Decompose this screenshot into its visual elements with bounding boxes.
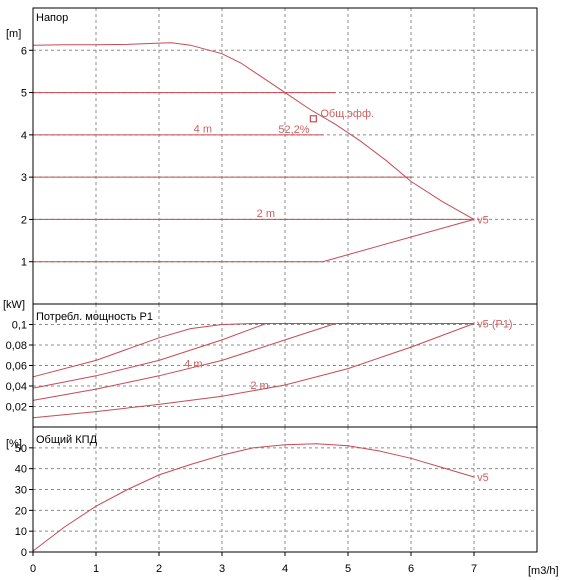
y-tick-label: 40 bbox=[15, 464, 27, 476]
series-line bbox=[32, 42, 475, 220]
operating-point-name: Общ.эфф. bbox=[320, 108, 374, 120]
curve-label: 4 m bbox=[194, 124, 212, 136]
ticks-layer: 1 2 3 4 5 6 0,02 0,04 0,06 0,08 0,1 0 10 20 30 40 50 0 1 2 3… bbox=[6, 45, 477, 575]
curve-label: 2 m bbox=[250, 380, 268, 392]
x-tick-label: 6 bbox=[408, 563, 414, 575]
y-tick-label: 4 bbox=[21, 130, 27, 142]
y-tick-label: 20 bbox=[15, 505, 27, 517]
series-line bbox=[33, 218, 475, 263]
power-panel-title: Потребл. мощность P1 bbox=[36, 311, 153, 323]
head-panel-title: Напор bbox=[36, 12, 68, 24]
x-tick-label: 7 bbox=[471, 563, 477, 575]
y-tick-label: 3 bbox=[21, 172, 27, 184]
operating-point-marker bbox=[309, 115, 317, 123]
y-tick-label: 2 bbox=[21, 214, 27, 226]
y-tick-label: 6 bbox=[21, 45, 27, 57]
series-line bbox=[32, 443, 475, 552]
curve-label: v5 bbox=[477, 472, 489, 484]
series-line bbox=[32, 323, 474, 389]
x-tick-label: 2 bbox=[156, 563, 162, 575]
series-line bbox=[32, 323, 474, 401]
operating-point-value: 52,2% bbox=[278, 124, 309, 136]
y-tick-label: 50 bbox=[15, 443, 27, 455]
curve-label: 4 m bbox=[184, 358, 202, 370]
efficiency-unit-label: [%] bbox=[6, 438, 22, 450]
y-tick-label: 30 bbox=[15, 485, 27, 497]
curves-layer bbox=[32, 42, 475, 552]
x-tick-label: 3 bbox=[219, 563, 225, 575]
x-tick-label: 1 bbox=[93, 563, 99, 575]
y-tick-label: 0,06 bbox=[6, 361, 27, 373]
y-tick-label: 0,04 bbox=[6, 381, 27, 393]
curve-label: 2 m bbox=[257, 208, 275, 220]
curve-label: v5 (P1) bbox=[477, 318, 512, 330]
y-tick-label: 5 bbox=[21, 88, 27, 100]
curve-label: v5 bbox=[477, 214, 489, 226]
series-line bbox=[32, 323, 475, 419]
frame-layer bbox=[32, 7, 538, 553]
x-tick-label: 5 bbox=[345, 563, 351, 575]
head-unit-label: [m] bbox=[6, 28, 21, 40]
x-unit-label: [m3/h] bbox=[528, 565, 559, 577]
power-unit-label: [kW] bbox=[3, 299, 25, 311]
y-tick-label: 0,1 bbox=[12, 320, 27, 332]
labels-layer: Общ.эфф. 52,2% 4 m 2 m v5 4 m 2 m v5 (P1) v5 bbox=[184, 108, 512, 484]
x-tick-label: 4 bbox=[282, 563, 288, 575]
y-tick-label: 0,08 bbox=[6, 340, 27, 352]
efficiency-panel-title: Общий КПД bbox=[36, 434, 98, 446]
y-tick-label: 10 bbox=[15, 526, 27, 538]
y-tick-label: 0,02 bbox=[6, 402, 27, 414]
y-tick-label: 0 bbox=[21, 547, 27, 559]
x-tick-label: 0 bbox=[30, 563, 36, 575]
y-tick-label: 1 bbox=[21, 257, 27, 269]
